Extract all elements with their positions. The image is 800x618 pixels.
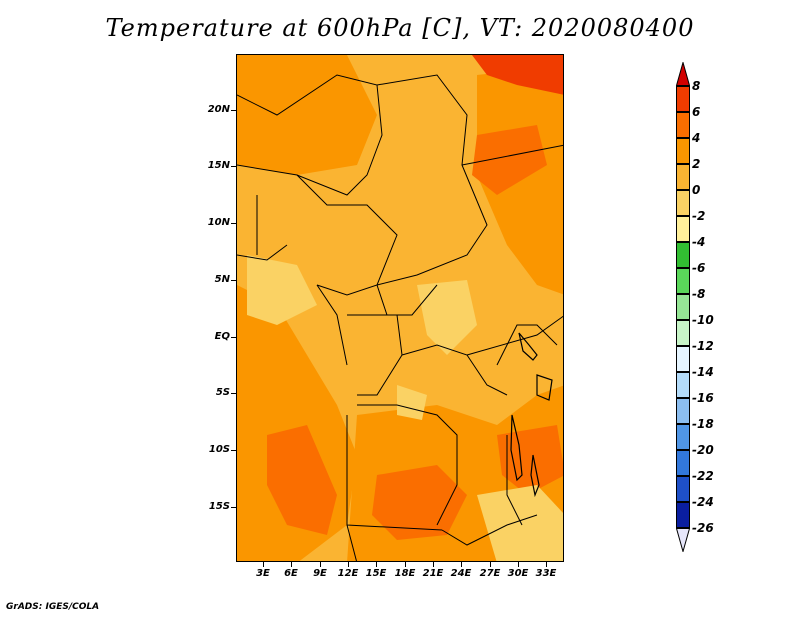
lat-label-10n: 10N: [207, 217, 230, 228]
lakes: [510, 332, 553, 498]
field-cool-gulf: [247, 255, 317, 325]
lon-tick: [263, 562, 264, 567]
lat-label-5n: 5N: [214, 274, 230, 285]
colorbar-label: 0: [692, 183, 701, 197]
lat-label-15s: 15S: [208, 501, 230, 512]
lon-label-6e: 6E: [284, 568, 298, 579]
plot-title: Temperature at 600hPa [C], VT: 202008040…: [105, 14, 695, 42]
colorbar-label: -4: [692, 235, 706, 249]
lon-label-3e: 3E: [256, 568, 270, 579]
lat-tick: [231, 450, 236, 451]
field-hot-north-east: [472, 55, 563, 95]
colorbar-segment: [676, 502, 690, 528]
colorbar-label: -18: [692, 417, 714, 431]
lat-label-15n: 15N: [207, 160, 230, 171]
lon-tick: [376, 562, 377, 567]
lon-label-33e: 33E: [535, 568, 557, 579]
colorbar-label: -22: [692, 469, 714, 483]
lat-tick: [231, 393, 236, 394]
lon-tick: [405, 562, 406, 567]
colorbar-segment: [676, 398, 690, 424]
lon-tick: [461, 562, 462, 567]
lat-label-5s: 5S: [215, 387, 230, 398]
colorbar-segment: [676, 138, 690, 164]
colorbar-label: 6: [692, 105, 701, 119]
colorbar-segment: [676, 190, 690, 216]
colorbar-segment: [676, 346, 690, 372]
colorbar-segment: [676, 216, 690, 242]
colorbar-label: -12: [692, 339, 714, 353]
colorbar-label: -2: [692, 209, 706, 223]
lat-label-eq: EQ: [214, 331, 230, 342]
colorbar-label: -26: [692, 521, 714, 535]
lat-tick: [231, 337, 236, 338]
lon-label-9e: 9E: [313, 568, 327, 579]
lon-label-18e: 18E: [394, 568, 416, 579]
field-cool-south-east: [477, 485, 563, 561]
temperature-map: [236, 54, 564, 562]
colorbar-segment: [676, 268, 690, 294]
colorbar-segment: [676, 424, 690, 450]
colorbar-label: 4: [692, 131, 701, 145]
lon-label-24e: 24E: [450, 568, 472, 579]
lon-tick: [433, 562, 434, 567]
lat-tick: [231, 280, 236, 281]
colorbar-label: -8: [692, 287, 706, 301]
grads-credit: GrADS: IGES/COLA: [6, 602, 100, 612]
field-cool-central: [397, 385, 427, 420]
lon-label-12e: 12E: [337, 568, 359, 579]
country-borders: [237, 74, 563, 561]
field-warm-north-west: [237, 55, 377, 175]
colorbar-segment: [676, 86, 690, 112]
colorbar-label: -20: [692, 443, 714, 457]
field-hot-east: [497, 425, 563, 495]
colorbar-segment: [676, 294, 690, 320]
colorbar-bottom-triangle: [676, 528, 690, 552]
lon-label-27e: 27E: [479, 568, 501, 579]
colorbar-segment: [676, 242, 690, 268]
colorbar-segment: [676, 320, 690, 346]
field-hot-angola: [372, 465, 467, 540]
colorbar-label: 8: [692, 79, 701, 93]
lon-label-15e: 15E: [365, 568, 387, 579]
lat-tick: [231, 223, 236, 224]
colorbar-segment: [676, 372, 690, 398]
colorbar-top-triangle: [676, 62, 690, 86]
lat-tick: [231, 110, 236, 111]
colorbar-label: -16: [692, 391, 714, 405]
lon-tick: [348, 562, 349, 567]
colorbar-label: -24: [692, 495, 714, 509]
temperature-field: [237, 55, 563, 561]
lon-tick: [546, 562, 547, 567]
lat-label-10s: 10S: [208, 444, 230, 455]
lon-tick: [518, 562, 519, 567]
lat-tick: [231, 507, 236, 508]
lat-label-20n: 20N: [207, 104, 230, 115]
lon-label-21e: 21E: [422, 568, 444, 579]
field-cool-congo: [417, 280, 477, 355]
colorbar-label: -14: [692, 365, 714, 379]
lon-tick: [291, 562, 292, 567]
field-hot-angola-coast: [267, 425, 337, 535]
colorbar-segment: [676, 112, 690, 138]
colorbar-segment: [676, 476, 690, 502]
colorbar-segment: [676, 164, 690, 190]
colorbar-segment: [676, 450, 690, 476]
lon-tick: [320, 562, 321, 567]
lon-tick: [490, 562, 491, 567]
field-hot-sudan: [472, 125, 547, 195]
colorbar-label: -10: [692, 313, 714, 327]
colorbar-label: 2: [692, 157, 701, 171]
lon-label-30e: 30E: [507, 568, 529, 579]
lat-tick: [231, 166, 236, 167]
colorbar-label: -6: [692, 261, 706, 275]
